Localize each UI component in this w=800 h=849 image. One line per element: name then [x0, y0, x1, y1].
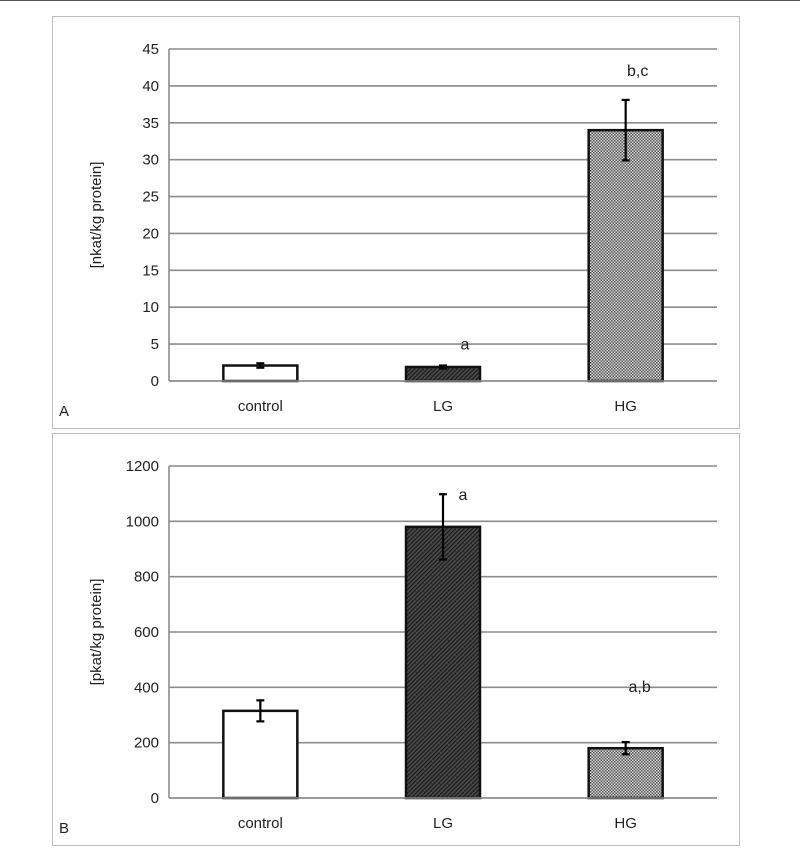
- x-tick-label: HG: [614, 398, 637, 415]
- significance-label: a,b: [629, 679, 651, 696]
- x-tick-label: LG: [433, 815, 453, 832]
- x-tick-label: LG: [433, 398, 453, 415]
- y-tick-label: 1000: [126, 513, 159, 530]
- y-tick-label: 400: [134, 679, 159, 696]
- significance-label: a: [461, 337, 470, 354]
- bar-hg: [587, 128, 664, 383]
- panel-label: B: [59, 820, 69, 837]
- y-tick-label: 45: [142, 41, 159, 58]
- y-tick-label: 15: [142, 262, 159, 279]
- significance-label: a: [459, 487, 468, 504]
- y-tick-label: 800: [134, 569, 159, 586]
- x-tick-label: HG: [614, 815, 637, 832]
- y-tick-label: 35: [142, 115, 159, 132]
- y-tick-label: 1200: [126, 458, 159, 475]
- x-tick-label: control: [238, 398, 283, 415]
- bar-control: [222, 709, 299, 800]
- bar-hg: [587, 746, 664, 800]
- y-tick-label: 10: [142, 299, 159, 316]
- y-tick-label: 0: [151, 373, 159, 390]
- significance-label: b,c: [627, 63, 648, 80]
- y-tick-label: 40: [142, 78, 159, 95]
- top-rule: [0, 0, 800, 1]
- y-tick-label: 5: [151, 336, 159, 353]
- y-tick-label: 25: [142, 189, 159, 206]
- y-tick-label: 20: [142, 225, 159, 242]
- x-tick-label: control: [238, 815, 283, 832]
- panel-label: A: [59, 403, 69, 420]
- y-tick-label: 30: [142, 152, 159, 169]
- bar-lg: [404, 525, 482, 800]
- y-tick-label: 0: [151, 790, 159, 807]
- chart-a-svg: 0 5 10 15 20 25 30 35 40 45 [nkat/kg protein] A cont…: [59, 41, 717, 420]
- y-axis-label: [nkat/kg protein]: [88, 162, 105, 269]
- y-tick-label: 200: [134, 735, 159, 752]
- y-tick-label: 600: [134, 624, 159, 641]
- chart-b-svg: 0 200 400 600 800 1000 1200 [pkat/kg protein] B c…: [59, 458, 717, 837]
- y-axis-label: [pkat/kg protein]: [88, 579, 105, 686]
